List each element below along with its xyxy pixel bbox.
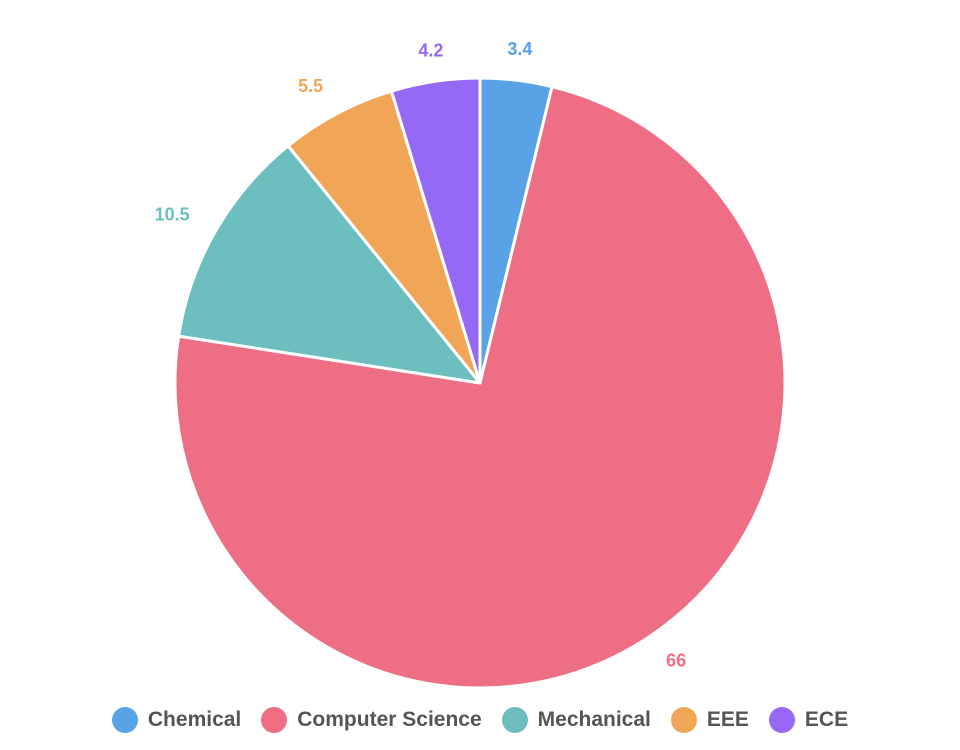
data-label-mechanical: 10.5 (155, 205, 190, 225)
legend-label-eee: EEE (706, 708, 749, 731)
legend-label-computer-science: Computer Science (297, 708, 482, 731)
legend-label-ece: ECE (804, 708, 849, 731)
data-label-chemical: 3.4 (507, 39, 532, 59)
pie-slice-computer-science[interactable] (173, 85, 787, 690)
legend-item-eee[interactable]: EEE (670, 707, 749, 733)
pie-data-labels: 3.4 66 10.5 5.5 4.2 (155, 39, 687, 670)
legend-swatch-mechanical (501, 707, 528, 733)
legend-item-mechanical[interactable]: Mechanical (501, 707, 651, 733)
legend-label-mechanical: Mechanical (537, 708, 651, 731)
pie-chart-canvas: 3.4 66 10.5 5.5 4.2 (155, 39, 787, 690)
chart-legend: Chemical Computer Science Mechanical EEE ECE (0, 702, 960, 738)
legend-label-chemical: Chemical (147, 708, 242, 731)
legend-item-computer-science[interactable]: Computer Science (261, 707, 482, 733)
pie-slice-ece[interactable] (389, 76, 482, 385)
pie-slice-eee[interactable] (286, 89, 482, 385)
pie-slice-mechanical[interactable] (177, 144, 482, 385)
pie-slices (173, 76, 787, 690)
legend-swatch-chemical (111, 707, 138, 733)
data-label-computer-science: 66 (666, 650, 686, 670)
legend-item-ece[interactable]: ECE (768, 707, 849, 733)
data-label-eee: 5.5 (298, 76, 323, 96)
legend-swatch-eee (670, 707, 697, 733)
legend-swatch-ece (768, 707, 795, 733)
legend-swatch-computer-science (261, 707, 288, 733)
legend-item-chemical[interactable]: Chemical (111, 707, 242, 733)
data-label-ece: 4.2 (418, 40, 443, 60)
